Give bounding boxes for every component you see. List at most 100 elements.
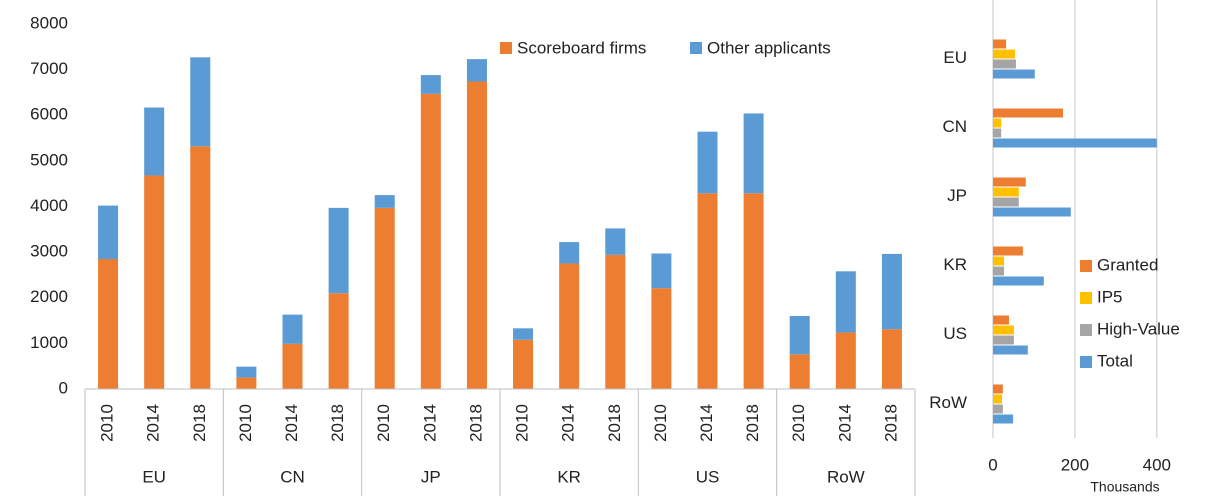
- bar: [993, 128, 1002, 138]
- bar-segment: [789, 316, 810, 355]
- y-tick-label: CN: [942, 117, 967, 136]
- x-tick-label: 2018: [328, 404, 347, 442]
- bar-segment: [559, 242, 580, 264]
- bar: [993, 325, 1014, 335]
- x-tick-label: 2014: [144, 404, 163, 442]
- bar: [993, 118, 1002, 128]
- x-tick-label: 200: [1061, 455, 1089, 474]
- group-label: JP: [421, 467, 441, 486]
- group-label: RoW: [827, 467, 865, 486]
- bar: [993, 69, 1035, 79]
- bar-segment: [98, 258, 119, 389]
- bar: [993, 384, 1003, 394]
- bar-segment: [466, 59, 487, 82]
- bar-segment: [328, 293, 349, 389]
- y-tick-label: US: [943, 324, 967, 343]
- group-label: US: [696, 467, 720, 486]
- bar: [993, 39, 1007, 49]
- bar-segment: [743, 193, 764, 389]
- bar: [993, 404, 1003, 414]
- legend-swatch: [1080, 356, 1092, 368]
- y-tick-label: 1000: [30, 333, 68, 352]
- group-label: KR: [557, 467, 581, 486]
- legend-swatch: [1080, 324, 1092, 336]
- x-tick-label: 2018: [881, 404, 900, 442]
- x-tick-label: 2010: [374, 404, 393, 442]
- x-tick-label: 2014: [420, 404, 439, 442]
- bar: [993, 138, 1157, 148]
- y-tick-label: EU: [943, 48, 967, 67]
- x-tick-label: 2010: [651, 404, 670, 442]
- bar: [993, 266, 1005, 276]
- bar-segment: [559, 263, 580, 389]
- x-tick-label: 2018: [605, 404, 624, 442]
- bar: [993, 315, 1009, 325]
- bar-segment: [420, 75, 441, 94]
- bar-segment: [374, 207, 395, 389]
- y-tick-label: 7000: [30, 59, 68, 78]
- x-tick-label: 0: [988, 455, 997, 474]
- legend-swatch: [690, 42, 702, 54]
- bar: [993, 256, 1005, 266]
- bar: [993, 394, 1003, 404]
- legend-label: Scoreboard firms: [517, 38, 646, 57]
- bar-segment: [513, 328, 534, 340]
- y-tick-label: 4000: [30, 196, 68, 215]
- bar-segment: [743, 113, 764, 194]
- bar-segment: [651, 288, 672, 389]
- bar-segment: [282, 343, 303, 389]
- bar: [993, 108, 1064, 118]
- bar-segment: [236, 366, 257, 378]
- legend-label: IP5: [1097, 287, 1123, 306]
- y-tick-label: 6000: [30, 105, 68, 124]
- bar-segment: [98, 205, 119, 259]
- bar-segment: [605, 254, 626, 389]
- bar-segment: [190, 146, 211, 389]
- y-tick-label: JP: [947, 186, 967, 205]
- bar: [993, 197, 1019, 207]
- bar-segment: [282, 314, 303, 344]
- bar: [993, 207, 1071, 217]
- y-tick-label: 8000: [30, 13, 68, 32]
- legend-label: High-Value: [1097, 319, 1180, 338]
- x-tick-label: 2010: [513, 404, 532, 442]
- bar-segment: [697, 131, 718, 194]
- x-tick-label: 2018: [743, 404, 762, 442]
- bar: [993, 246, 1023, 256]
- group-label: EU: [142, 467, 166, 486]
- bar-segment: [144, 175, 165, 389]
- bar: [993, 345, 1028, 355]
- bar: [993, 59, 1016, 69]
- bar-segment: [236, 377, 257, 389]
- legend-swatch: [1080, 292, 1092, 304]
- bar-segment: [144, 107, 165, 176]
- legend-swatch: [1080, 260, 1092, 272]
- bar-segment: [328, 207, 349, 294]
- bar-segment: [835, 271, 856, 333]
- bar-segment: [605, 228, 626, 255]
- y-tick-label: 2000: [30, 287, 68, 306]
- y-tick-label: KR: [943, 255, 967, 274]
- x-tick-label: 2010: [789, 404, 808, 442]
- legend-label: Granted: [1097, 255, 1158, 274]
- x-tick-label: 2014: [835, 404, 854, 442]
- bar-segment: [466, 81, 487, 390]
- x-tick-label: 2010: [98, 404, 117, 442]
- x-tick-label: 400: [1143, 455, 1171, 474]
- x-tick-label: 2014: [282, 404, 301, 442]
- bar: [993, 335, 1014, 345]
- bar: [993, 276, 1044, 286]
- bar-segment: [420, 93, 441, 390]
- bar: [993, 414, 1014, 424]
- y-tick-label: 5000: [30, 150, 68, 169]
- bar-segment: [374, 195, 395, 208]
- bar: [993, 177, 1026, 187]
- legend-swatch: [500, 42, 512, 54]
- bar-segment: [513, 339, 534, 389]
- x-tick-label: 2014: [559, 404, 578, 442]
- bar-segment: [835, 332, 856, 389]
- bar-segment: [697, 193, 718, 389]
- group-label: CN: [280, 467, 305, 486]
- x-tick-label: 2014: [697, 404, 716, 442]
